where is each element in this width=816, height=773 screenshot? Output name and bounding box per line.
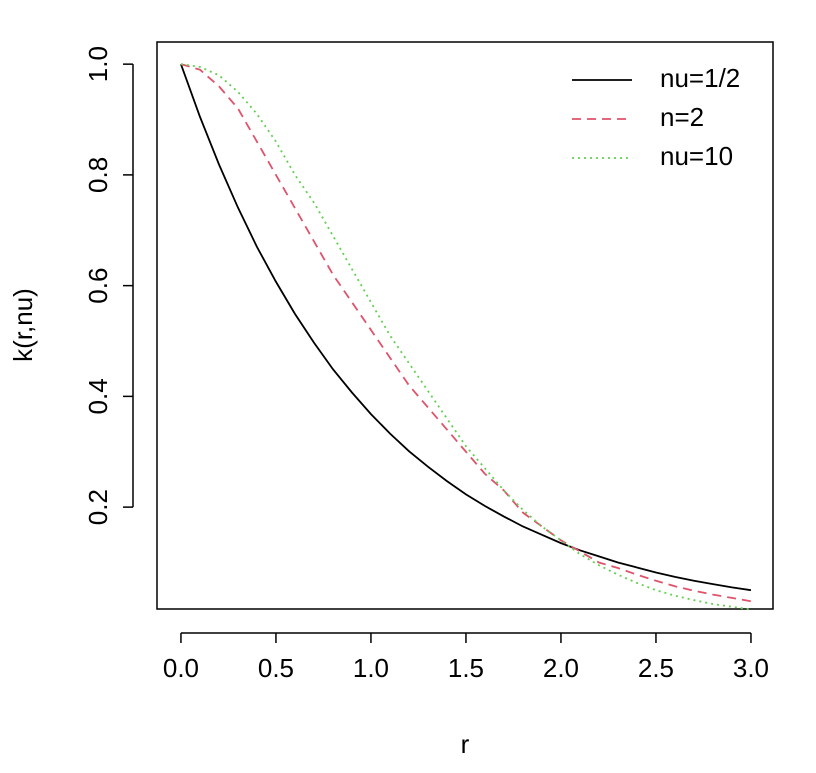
x-axis-label: r [461, 729, 470, 759]
legend-label: nu=10 [660, 141, 733, 171]
y-tick-label: 0.2 [83, 489, 113, 525]
y-tick-label: 1.0 [83, 46, 113, 82]
series-line [180, 63, 752, 592]
x-tick-label: 1.5 [448, 653, 484, 683]
y-tick-label: 0.8 [83, 157, 113, 193]
x-tick-label: 2.0 [543, 653, 579, 683]
y-tick-label: 0.4 [83, 378, 113, 414]
series-line [180, 63, 752, 611]
series-line [180, 63, 752, 603]
x-tick-label: 3.0 [733, 653, 769, 683]
x-tick-label: 0.5 [258, 653, 294, 683]
x-tick-label: 1.0 [353, 653, 389, 683]
x-tick-label: 0.0 [163, 653, 199, 683]
y-axis-label: k(r,nu) [8, 288, 38, 362]
x-tick-label: 2.5 [638, 653, 674, 683]
plot-frame [156, 41, 774, 610]
legend-label: n=2 [660, 102, 704, 132]
legend-label: nu=1/2 [660, 63, 740, 93]
y-tick-label: 0.6 [83, 268, 113, 304]
